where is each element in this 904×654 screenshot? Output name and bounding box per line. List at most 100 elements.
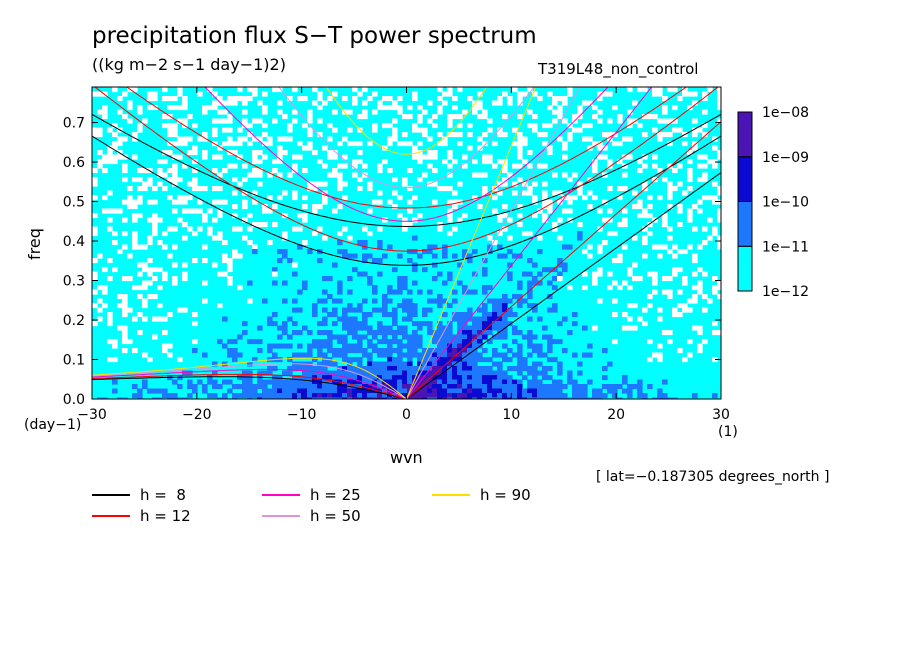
power-cell [362,384,368,390]
power-cell [262,91,268,97]
power-cell [237,154,243,160]
power-cell [697,330,703,336]
power-cell [342,388,348,394]
power-cell [412,303,418,309]
power-cell [572,127,578,133]
power-cell [452,352,458,358]
power-cell [292,109,298,115]
legend-item-h50: h = 50 [262,507,361,525]
power-cell [297,213,303,219]
power-cell [137,213,143,219]
power-cell [397,370,403,376]
power-cell [432,366,438,372]
power-cell [712,285,718,291]
power-cell [482,348,488,354]
legend-swatch [262,515,300,517]
power-cell [392,204,398,210]
power-cell [152,397,158,399]
power-cell [262,132,268,138]
power-cell [222,118,228,124]
power-cell [397,253,403,259]
power-cell [282,190,288,196]
power-cell [432,384,438,390]
power-cell [507,271,513,277]
power-cell [552,384,558,390]
power-cell [382,330,388,336]
power-cell [142,285,148,291]
power-cell [477,357,483,363]
power-cell [347,343,353,349]
power-cell [172,177,178,183]
power-cell [132,213,138,219]
power-cell [687,105,693,111]
power-cell [172,168,178,174]
power-cell [692,294,698,300]
power-cell [497,334,503,340]
power-cell [577,384,583,390]
power-cell [632,100,638,106]
power-cell [152,316,158,322]
power-cell [337,316,343,322]
power-cell [517,294,523,300]
power-cell [507,262,513,268]
power-cell [517,177,523,183]
power-cell [557,235,563,241]
power-cell [472,388,478,394]
power-cell [227,348,233,354]
power-cell [452,397,458,399]
power-cell [422,379,428,385]
power-cell [302,213,308,219]
power-cell [307,384,313,390]
power-cell [157,172,163,178]
power-cell [327,172,333,178]
power-cell [162,330,168,336]
power-cell [277,87,283,93]
power-cell [657,253,663,259]
power-cell [552,397,558,399]
power-cell [567,91,573,97]
power-cell [172,262,178,268]
power-cell [517,91,523,97]
power-cell [397,303,403,309]
power-cell [412,379,418,385]
power-cell [667,195,673,201]
power-cell [352,334,358,340]
power-cell [647,339,653,345]
power-cell [557,370,563,376]
power-cell [252,388,258,394]
power-cell [582,384,588,390]
power-cell [232,249,238,255]
power-cell [527,231,533,237]
legend-label: h = 50 [310,507,361,525]
power-cell [532,388,538,394]
power-cell [137,177,143,183]
power-cell [482,258,488,264]
power-cell [252,136,258,142]
power-cell [497,96,503,102]
power-cell [602,132,608,138]
power-cell [412,393,418,399]
power-cell [362,271,368,277]
power-cell [632,384,638,390]
power-cell [227,280,233,286]
power-cell [442,361,448,367]
power-cell [527,339,533,345]
power-cell [202,244,208,250]
power-cell [337,352,343,358]
power-cell [462,339,468,345]
power-cell [532,397,538,399]
power-cell [172,397,178,399]
power-cell [487,393,493,399]
power-cell [362,388,368,394]
power-cell [247,384,253,390]
power-cell [237,226,243,232]
power-cell [147,357,153,363]
power-cell [432,244,438,250]
power-cell [707,195,713,201]
power-cell [137,195,143,201]
power-cell [427,384,433,390]
power-cell [477,100,483,106]
power-cell [447,303,453,309]
power-cell [417,289,423,295]
power-cell [122,163,128,169]
